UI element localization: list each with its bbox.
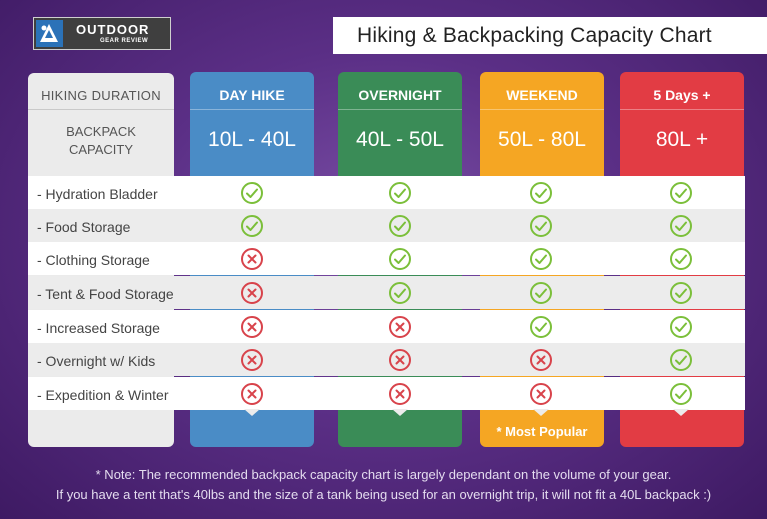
x-circle-icon (241, 248, 263, 270)
check-circle-icon (530, 282, 552, 304)
check-circle-icon (389, 248, 411, 270)
check-circle-icon (241, 182, 263, 204)
capacity-range-overnight: 40L - 50L (356, 128, 444, 151)
capacity-label-line1: BACKPACK (66, 124, 136, 139)
x-circle-icon (389, 349, 411, 371)
feature-label: - Hydration Bladder (37, 186, 158, 202)
table-row (28, 276, 745, 309)
check-circle-icon (670, 182, 692, 204)
x-circle-icon (389, 383, 411, 405)
brand-subtitle: GEAR REVIEW (100, 38, 149, 44)
row-notch (392, 409, 408, 416)
note-line-2: If you have a tent that's 40lbs and the … (55, 487, 712, 502)
capacity-label-line2: CAPACITY (68, 142, 134, 157)
check-circle-icon (530, 248, 552, 270)
most-popular-label: * Most Popular (496, 424, 588, 439)
row-notch (673, 409, 689, 416)
x-circle-icon (241, 383, 263, 405)
x-circle-icon (241, 349, 263, 371)
hiker-logo-icon (36, 20, 63, 47)
check-circle-icon (670, 383, 692, 405)
capacity-range-5-days: 80L + (655, 128, 709, 151)
check-circle-icon (670, 282, 692, 304)
feature-label: - Food Storage (37, 219, 131, 235)
check-circle-icon (670, 316, 692, 338)
table-row (28, 377, 745, 410)
check-circle-icon (530, 215, 552, 237)
x-circle-icon (241, 282, 263, 304)
table-row (28, 242, 745, 275)
column-title-day-hike: DAY HIKE (219, 87, 285, 103)
column-divider (338, 109, 462, 110)
backpack-capacity-label: BACKPACK CAPACITY (28, 123, 174, 159)
check-circle-icon (530, 182, 552, 204)
brand-title: OUTDOOR (76, 22, 150, 37)
note-line-1: * Note: The recommended backpack capacit… (95, 467, 672, 482)
capacity-range-weekend: 50L - 80L (498, 128, 586, 151)
check-circle-icon (670, 349, 692, 371)
feature-label: - Increased Storage (37, 320, 160, 336)
x-circle-icon (530, 383, 552, 405)
x-circle-icon (530, 349, 552, 371)
table-row (28, 310, 745, 343)
check-circle-icon (241, 215, 263, 237)
table-row (28, 343, 745, 376)
table-row (28, 209, 745, 242)
feature-label: - Expedition & Winter (37, 387, 169, 403)
row-notch (533, 409, 549, 416)
column-divider (620, 109, 744, 110)
feature-label: - Tent & Food Storage (37, 286, 174, 302)
brand-logo: OUTDOOR GEAR REVIEW (33, 17, 171, 50)
capacity-range-day-hike: 10L - 40L (208, 128, 296, 151)
column-title-weekend: WEEKEND (506, 87, 578, 103)
row-notch (244, 409, 260, 416)
check-circle-icon (670, 248, 692, 270)
column-title-5-days: 5 Days + (653, 87, 711, 103)
column-divider (190, 109, 314, 110)
check-circle-icon (389, 182, 411, 204)
check-circle-icon (389, 215, 411, 237)
divider (28, 109, 174, 110)
feature-label: - Overnight w/ Kids (37, 353, 156, 369)
x-circle-icon (389, 316, 411, 338)
check-circle-icon (389, 282, 411, 304)
hiking-duration-label: HIKING DURATION (41, 88, 161, 103)
chart-title-box: Hiking & Backpacking Capacity Chart (333, 17, 767, 54)
chart-title: Hiking & Backpacking Capacity Chart (357, 24, 712, 47)
feature-label: - Clothing Storage (37, 252, 150, 268)
check-circle-icon (670, 215, 692, 237)
table-row (28, 176, 745, 209)
column-title-overnight: OVERNIGHT (358, 87, 442, 103)
x-circle-icon (241, 316, 263, 338)
column-divider (480, 109, 604, 110)
check-circle-icon (530, 316, 552, 338)
